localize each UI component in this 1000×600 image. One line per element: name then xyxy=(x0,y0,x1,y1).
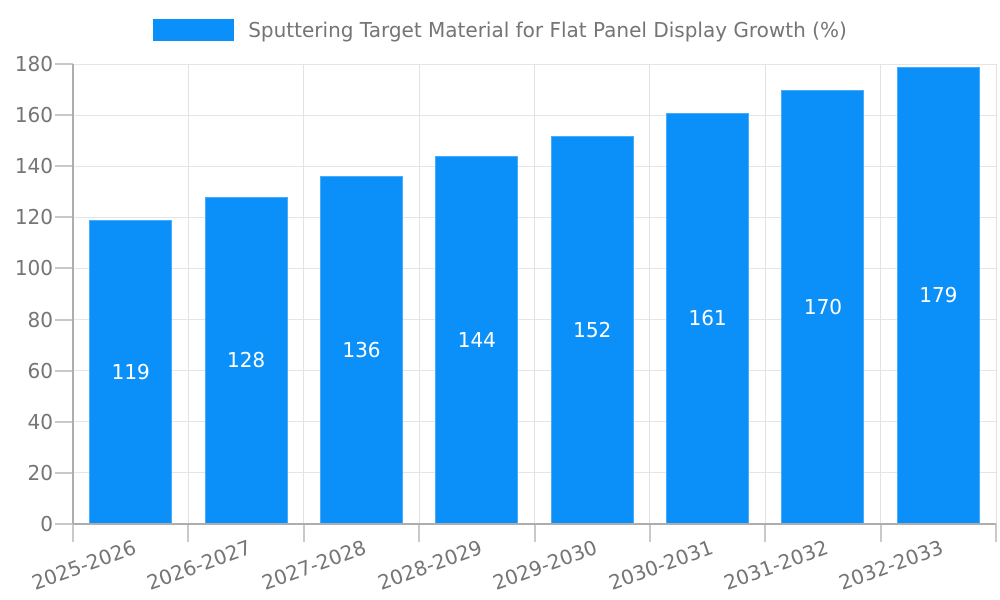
gridline-vertical xyxy=(995,64,997,524)
bar-value-label: 144 xyxy=(457,328,496,352)
y-axis-label: 20 xyxy=(27,460,53,485)
y-axis-label: 80 xyxy=(27,307,53,332)
bar-2027-2028: 136 xyxy=(319,176,403,524)
x-axis-label: 2026-2027 xyxy=(143,535,255,595)
y-axis-tick xyxy=(55,114,73,117)
x-axis-label: 2025-2026 xyxy=(28,535,139,595)
x-axis-tick xyxy=(764,524,767,542)
x-axis-label: 2032-2033 xyxy=(835,535,947,595)
y-axis-label: 100 xyxy=(14,256,53,281)
y-axis-tick xyxy=(55,318,73,321)
bar-2029-2030: 152 xyxy=(550,135,634,524)
bar-2032-2033: 179 xyxy=(896,66,980,524)
x-axis-tick xyxy=(187,524,190,542)
y-axis-label: 60 xyxy=(27,358,53,383)
y-axis-label: 160 xyxy=(14,103,53,128)
x-axis-line xyxy=(73,523,996,525)
gridline-vertical xyxy=(187,64,189,524)
legend-label: Sputtering Target Material for Flat Pane… xyxy=(248,18,847,42)
x-axis-tick xyxy=(72,524,74,542)
bar-2025-2026: 119 xyxy=(89,219,173,524)
bar-value-label: 170 xyxy=(803,294,843,319)
bar-value-label: 128 xyxy=(226,348,266,373)
gridline-vertical xyxy=(649,64,651,524)
x-axis-tick xyxy=(533,524,536,542)
bar-2031-2032: 170 xyxy=(781,89,865,524)
y-axis-label: 0 xyxy=(40,512,53,536)
y-axis-label: 180 xyxy=(14,52,53,76)
plot-area: 119 128 136 144 152 161 170 179 xyxy=(73,63,997,524)
bar-value-label: 152 xyxy=(573,317,612,342)
y-axis-label: 120 xyxy=(14,205,53,230)
y-axis-tick xyxy=(55,523,73,525)
y-axis-tick xyxy=(55,369,73,372)
y-axis-label: 40 xyxy=(27,409,53,434)
y-axis-tick xyxy=(55,471,73,474)
y-axis-tick xyxy=(55,420,73,423)
y-axis-tick xyxy=(55,267,73,270)
gridline-vertical xyxy=(418,64,420,524)
bar-2030-2031: 161 xyxy=(666,112,750,524)
bar-value-label: 161 xyxy=(688,306,727,331)
x-axis-label: 2031-2032 xyxy=(720,535,832,595)
x-axis-tick xyxy=(648,524,651,542)
x-axis-label: 2027-2028 xyxy=(258,535,370,595)
x-axis-label: 2029-2030 xyxy=(489,535,601,595)
gridline-vertical xyxy=(880,64,882,524)
legend-item[interactable]: Sputtering Target Material for Flat Pane… xyxy=(0,19,1000,41)
x-axis-tick xyxy=(302,524,305,542)
bar-value-label: 136 xyxy=(342,338,381,363)
legend-swatch-icon xyxy=(153,19,235,41)
bar-2028-2029: 144 xyxy=(435,156,519,524)
y-axis-tick xyxy=(55,165,73,168)
y-axis-tick xyxy=(55,216,73,219)
bar-2026-2027: 128 xyxy=(204,196,288,524)
x-axis-label: 2028-2029 xyxy=(374,535,486,595)
x-axis-tick xyxy=(879,524,882,542)
bar-value-label: 179 xyxy=(919,283,958,308)
gridline-vertical xyxy=(534,64,535,524)
y-axis-line xyxy=(72,64,74,524)
y-axis-tick xyxy=(55,63,73,65)
x-axis-label: 2030-2031 xyxy=(605,535,716,595)
x-axis-tick xyxy=(995,524,997,542)
x-axis-tick xyxy=(418,524,421,542)
y-axis-label: 140 xyxy=(14,154,53,179)
bar-value-label: 119 xyxy=(111,359,150,384)
gridline-vertical xyxy=(303,64,305,524)
gridline-vertical xyxy=(764,64,766,524)
